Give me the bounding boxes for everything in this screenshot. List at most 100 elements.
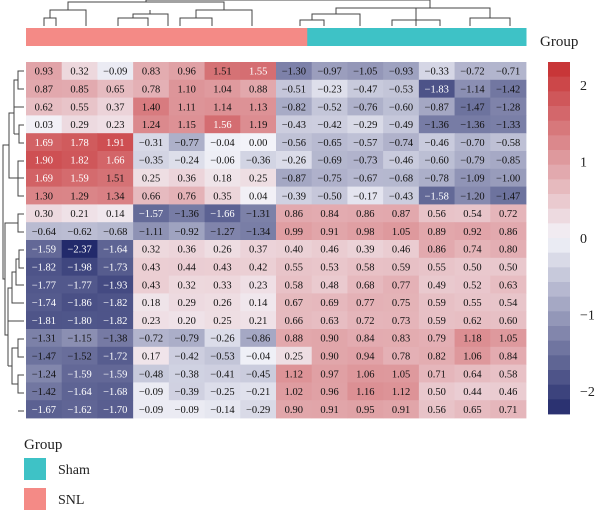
cell-value-label: −0.47	[353, 85, 377, 96]
heatmap-cell	[168, 400, 205, 419]
heatmap-cell	[204, 186, 241, 205]
heatmap-cell	[61, 133, 98, 152]
cell-value-label: −0.45	[246, 369, 270, 380]
heatmap-cell	[276, 275, 313, 294]
cell-value-label: 1.05	[499, 334, 517, 345]
dendrogram-branch	[13, 79, 24, 108]
heatmap-cell	[383, 257, 420, 276]
heatmap-cell	[204, 222, 241, 241]
heatmap-cell	[204, 168, 241, 187]
heatmap-cell	[490, 115, 527, 134]
heatmap-cell	[97, 79, 134, 98]
cell-value-label: −0.64	[32, 227, 57, 238]
dendrogram-branch	[335, 7, 417, 26]
heatmap-cell	[276, 151, 313, 170]
heatmap-cell	[490, 186, 527, 205]
heatmap-cell	[133, 400, 170, 419]
heatmap-cell	[133, 382, 170, 401]
cell-value-label: −0.04	[210, 138, 235, 149]
heatmap-cell	[26, 275, 63, 294]
heatmap-cell	[240, 133, 277, 152]
heatmap-cell	[418, 311, 455, 330]
heatmap-cell	[61, 186, 98, 205]
heatmap-cell	[311, 186, 348, 205]
cell-value-label: 0.95	[356, 405, 374, 416]
cell-value-label: 0.98	[356, 227, 374, 238]
heatmap-cell	[133, 133, 170, 152]
cell-value-label: −1.36	[175, 209, 199, 220]
cell-value-label: −0.58	[496, 138, 520, 149]
heatmap-cell	[26, 240, 63, 259]
heatmap-cell	[97, 257, 134, 276]
heatmap-cell	[168, 204, 205, 223]
heatmap-cell	[240, 204, 277, 223]
cell-value-label: 0.62	[463, 316, 481, 327]
heatmap-cell	[26, 364, 63, 383]
dendrogram-branch	[117, 17, 149, 26]
color-scale-tick-label: 2	[580, 79, 587, 94]
cell-value-label: −0.48	[139, 369, 163, 380]
heatmap-cell	[168, 293, 205, 312]
group-annotation-bar	[26, 28, 527, 46]
heatmap-cell	[61, 275, 98, 294]
heatmap-cell	[276, 400, 313, 419]
heatmap-cell	[490, 364, 527, 383]
group-bar-segment	[276, 28, 308, 46]
color-scale-legend: 2 1 0 −1 −2	[548, 62, 595, 415]
cell-value-label: 0.59	[428, 316, 446, 327]
cell-value-label: 1.90	[35, 156, 53, 167]
color-scale-step	[548, 370, 570, 386]
heatmap-cell	[490, 62, 527, 81]
cell-value-label: 0.75	[392, 298, 410, 309]
heatmap-cell	[383, 151, 420, 170]
color-scale-step	[548, 62, 570, 78]
group-bar-segment	[26, 28, 58, 46]
cell-value-label: 0.77	[356, 298, 374, 309]
cell-value-label: 1.66	[106, 156, 124, 167]
cell-value-label: 0.25	[142, 174, 160, 185]
heatmap-cell	[347, 168, 384, 187]
heatmap-cell	[133, 115, 170, 134]
heatmap-cell	[133, 329, 170, 348]
heatmap-cell	[347, 240, 384, 259]
heatmap-cell	[276, 329, 313, 348]
heatmap-cell	[454, 346, 491, 365]
heatmap-cell	[418, 275, 455, 294]
heatmap-cell	[168, 240, 205, 259]
cell-value-label: 0.58	[356, 263, 374, 274]
cell-value-label: −1.77	[67, 280, 91, 291]
heatmap-cell	[311, 257, 348, 276]
heatmap-cells: 0.93 0.32 −0.09 0.83 0.96 1.51 1.55 −1.30 −0.97−…	[26, 62, 527, 419]
cell-value-label: 0.58	[285, 280, 303, 291]
heatmap-cell	[454, 329, 491, 348]
cell-value-label: 0.25	[213, 316, 231, 327]
cell-value-label: 0.46	[320, 245, 338, 256]
heatmap-cell	[204, 311, 241, 330]
heatmap-cell	[347, 293, 384, 312]
heatmap-cell	[133, 222, 170, 241]
group-annotation-label: Group	[540, 34, 578, 50]
cell-value-label: −0.74	[389, 138, 414, 149]
cell-value-label: 0.72	[499, 209, 517, 220]
heatmap-cell	[276, 97, 313, 116]
heatmap-cell	[97, 400, 134, 419]
cell-value-label: 1.12	[392, 387, 410, 398]
cell-value-label: 0.96	[320, 387, 338, 398]
group-bar-segment	[338, 28, 371, 46]
heatmap-cell	[276, 240, 313, 259]
group-bar-segment	[432, 28, 464, 46]
cell-value-label: −0.82	[282, 102, 306, 113]
cell-value-label: 0.44	[178, 263, 197, 274]
heatmap-cell	[61, 257, 98, 276]
cell-value-label: −1.57	[139, 209, 163, 220]
color-scale-step	[548, 150, 570, 166]
cell-value-label: 0.50	[463, 263, 481, 274]
color-scale-step	[548, 282, 570, 298]
group-bar-segment	[494, 28, 527, 46]
cell-value-label: 0.43	[142, 280, 160, 291]
heatmap-cell	[97, 151, 134, 170]
heatmap-cell	[204, 293, 241, 312]
cell-value-label: 0.26	[213, 245, 231, 256]
heatmap-cell	[240, 186, 277, 205]
heatmap-cell	[383, 400, 420, 419]
